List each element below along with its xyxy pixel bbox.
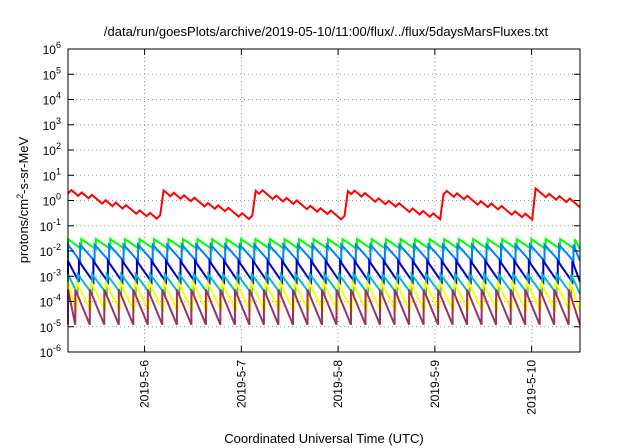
y-tick-label: 106 bbox=[43, 40, 61, 57]
x-tick-label: 2019-5-9 bbox=[428, 360, 442, 408]
y-tick-label: 10-5 bbox=[40, 318, 61, 335]
y-tick-label: 10-4 bbox=[40, 293, 61, 310]
y-tick-label: 100 bbox=[43, 192, 61, 209]
series-line bbox=[67, 257, 581, 286]
y-tick-label: 103 bbox=[43, 116, 61, 133]
y-tick-label: 10-6 bbox=[40, 343, 61, 360]
x-tick-label: 2019-5-10 bbox=[525, 360, 539, 415]
series-group bbox=[67, 186, 581, 326]
x-tick-label: 2019-5-7 bbox=[234, 360, 248, 408]
y-axis-label: protons/cm2-s-sr-MeV bbox=[15, 136, 31, 263]
series-line bbox=[67, 186, 581, 222]
y-axis-label-sup: 2 bbox=[15, 194, 25, 199]
x-tick-label: 2019-5-8 bbox=[331, 360, 345, 408]
y-tick-label: 10-2 bbox=[40, 242, 61, 259]
x-axis: 2019-5-6 2019-5-7 2019-5-8 2019-5-9 2019-5-1… bbox=[138, 49, 539, 415]
y-tick-label: 104 bbox=[43, 91, 61, 108]
x-tick-label: 2019-5-6 bbox=[138, 360, 152, 408]
series-line bbox=[67, 236, 581, 252]
y-tick-label: 101 bbox=[43, 166, 61, 183]
y-tick-label: 105 bbox=[43, 65, 61, 82]
chart-title: /data/run/goesPlots/archive/2019-05-10/1… bbox=[104, 24, 549, 39]
y-tick-label: 102 bbox=[43, 141, 61, 158]
x-axis-label: Coordinated Universal Time (UTC) bbox=[224, 431, 423, 446]
series-line bbox=[67, 289, 581, 326]
y-tick-label: 10-3 bbox=[40, 267, 61, 284]
series-line bbox=[67, 281, 581, 312]
y-tick-label: 10-1 bbox=[40, 217, 61, 234]
y-axis: 10-6 10-5 10-4 10-3 10-2 10-1 100 101 102 103 104 1… bbox=[40, 40, 580, 360]
